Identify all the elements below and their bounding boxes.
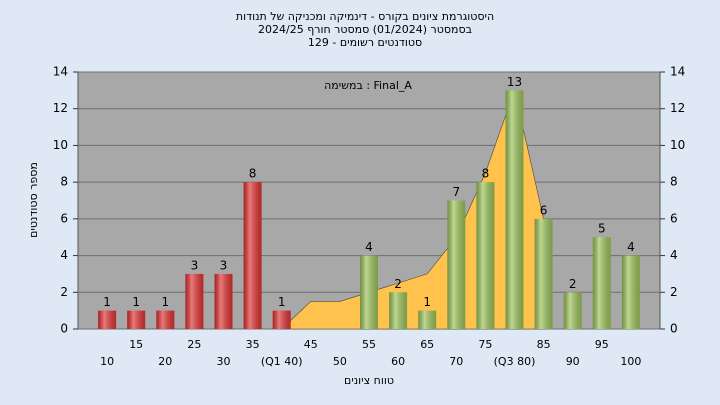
x-tick-label: 10 [100, 355, 114, 368]
value-label: 1 [278, 295, 286, 309]
value-label: 6 [540, 203, 548, 217]
bar-shade [98, 310, 117, 329]
bar-shade [418, 310, 437, 329]
y-tick-label: 4 [60, 248, 68, 262]
x-tick-label: 75 [478, 338, 492, 351]
bar-shade [592, 237, 611, 329]
value-label: 2 [569, 277, 577, 291]
chart-title: היסטוגרמת ציונים בקורס - דינמיקה ומכניקה… [236, 10, 494, 23]
value-label: 13 [507, 75, 522, 89]
y2-tick-label: 14 [670, 65, 685, 79]
y2-tick-label: 8 [670, 175, 678, 189]
x-tick-label: 90 [566, 355, 580, 368]
value-label: 4 [627, 240, 635, 254]
annotation: במשימה : Final_A [324, 79, 412, 92]
x-axis-label: טווח ציונים [344, 374, 394, 387]
y2-tick-label: 10 [670, 138, 685, 152]
value-label: 3 [220, 258, 228, 272]
y-axis-label: מספר סטודנטים [27, 162, 40, 238]
y-tick-label: 2 [60, 285, 68, 299]
y2-tick-label: 0 [670, 322, 678, 336]
value-label: 3 [191, 258, 199, 272]
bar-shade [447, 200, 466, 329]
value-label: 1 [103, 295, 111, 309]
value-label: 5 [598, 222, 606, 236]
y-tick-label: 0 [60, 322, 68, 336]
x-tick-label: (Q1 40) [261, 355, 303, 368]
bar-shade [243, 182, 262, 329]
x-tick-label: 35 [246, 338, 260, 351]
y-tick-label: 10 [53, 138, 68, 152]
bar-shade [534, 218, 553, 329]
x-tick-label: 50 [333, 355, 347, 368]
y2-tick-label: 4 [670, 248, 678, 262]
x-tick-label: 85 [537, 338, 551, 351]
x-tick-label: 95 [595, 338, 609, 351]
bar-shade [621, 255, 640, 329]
bar-shade [214, 273, 233, 329]
chart-subtitle: בסמסטר (01/2024) סמסטר חורף 2024/25 [258, 23, 472, 36]
value-label: 7 [452, 185, 460, 199]
bar-shade [563, 292, 582, 329]
value-label: 4 [365, 240, 373, 254]
chart-subtitle: סטודנטים רשומים - 129 [308, 36, 422, 49]
value-label: 1 [132, 295, 140, 309]
x-tick-label: 30 [217, 355, 231, 368]
x-tick-label: 55 [362, 338, 376, 351]
x-tick-label: 20 [158, 355, 172, 368]
value-label: 8 [249, 167, 257, 181]
value-label: 1 [423, 295, 431, 309]
x-tick-label: 15 [129, 338, 143, 351]
bar-shade [127, 310, 146, 329]
y-tick-label: 14 [53, 65, 68, 79]
bar-shade [476, 182, 495, 329]
bar-shade [272, 310, 291, 329]
y2-tick-label: 12 [670, 101, 685, 115]
x-tick-label: 70 [449, 355, 463, 368]
y-tick-label: 6 [60, 211, 68, 225]
y2-tick-label: 6 [670, 211, 678, 225]
x-tick-label: 100 [620, 355, 641, 368]
y-tick-label: 12 [53, 101, 68, 115]
bar-shade [360, 255, 378, 329]
value-label: 8 [482, 167, 490, 181]
bar-shade [389, 292, 408, 329]
value-label: 1 [161, 295, 169, 309]
x-tick-label: 45 [304, 338, 318, 351]
x-tick-label: 60 [391, 355, 405, 368]
value-label: 2 [394, 277, 402, 291]
bar-shade [185, 273, 204, 329]
y-tick-label: 8 [60, 175, 68, 189]
bar-shade [505, 90, 524, 329]
x-tick-label: 25 [187, 338, 201, 351]
x-tick-label: (Q3 80) [494, 355, 536, 368]
bar-shade [156, 310, 175, 329]
x-tick-label: 65 [420, 338, 434, 351]
y2-tick-label: 2 [670, 285, 678, 299]
